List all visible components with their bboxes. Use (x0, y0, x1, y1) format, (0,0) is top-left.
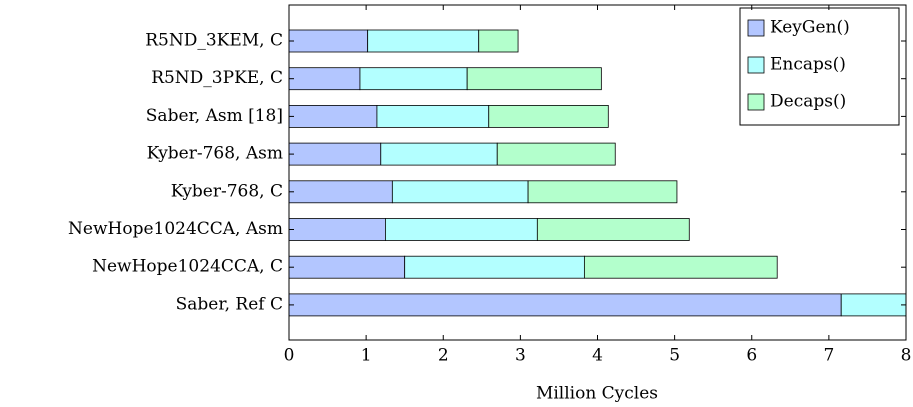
bar-segment (359, 67, 468, 91)
x-axis-label: Million Cycles (536, 384, 658, 404)
y-tick-label: Kyber-768, Asm (147, 144, 283, 164)
bar-segment (840, 293, 906, 317)
y-tick-label: NewHope1024CCA, C (92, 257, 283, 277)
bar-segment (289, 29, 369, 53)
bar-segment (583, 255, 778, 279)
x-tick-label: 1 (361, 346, 372, 366)
legend-label: KeyGen() (770, 18, 850, 38)
bar-segment (385, 218, 538, 241)
x-tick-label: 7 (823, 346, 834, 366)
legend-swatch (747, 19, 765, 37)
x-tick-label: 4 (592, 346, 603, 366)
legend-box (739, 7, 900, 126)
bar-segment (466, 67, 602, 91)
bar-segment (536, 218, 690, 241)
y-tick-label: Saber, Ref C (176, 294, 283, 314)
x-tick-label: 0 (284, 346, 295, 366)
bar-segment (289, 105, 378, 128)
legend: KeyGen() Encaps() Decaps() (739, 7, 900, 126)
y-tick-label: R5ND_3PKE, C (151, 68, 283, 88)
bar-segment (289, 218, 386, 241)
y-tick-label: R5ND_3KEM, C (145, 31, 283, 51)
bar-segment (478, 29, 519, 53)
legend-swatch (747, 56, 765, 74)
legend-label: Encaps() (770, 55, 846, 75)
bar-segment (496, 142, 616, 166)
x-tick-label: 6 (746, 346, 757, 366)
bar-segment (289, 67, 361, 91)
bar-segment (380, 142, 498, 166)
bar-segment (488, 105, 609, 128)
legend-swatch (747, 93, 765, 111)
x-tick-label: 2 (438, 346, 449, 366)
bar-segment (527, 180, 678, 204)
bar-segment (367, 29, 480, 53)
y-tick-label: Saber, Asm [18] (146, 106, 283, 126)
bar-segment (289, 142, 382, 166)
bar-segment (289, 180, 393, 204)
bar-segment (289, 255, 406, 279)
bar-segment (289, 293, 842, 317)
bar-segment (376, 105, 490, 128)
bar-segment (391, 180, 529, 204)
bars (289, 29, 906, 317)
x-tick-label: 8 (901, 346, 912, 366)
legend-label: Decaps() (770, 92, 846, 112)
y-tick-label: NewHope1024CCA, Asm (68, 219, 283, 239)
y-tick-label: Kyber-768, C (171, 181, 283, 201)
x-tick-label: 5 (669, 346, 680, 366)
bar-segment (404, 255, 585, 279)
x-tick-label: 3 (515, 346, 526, 366)
